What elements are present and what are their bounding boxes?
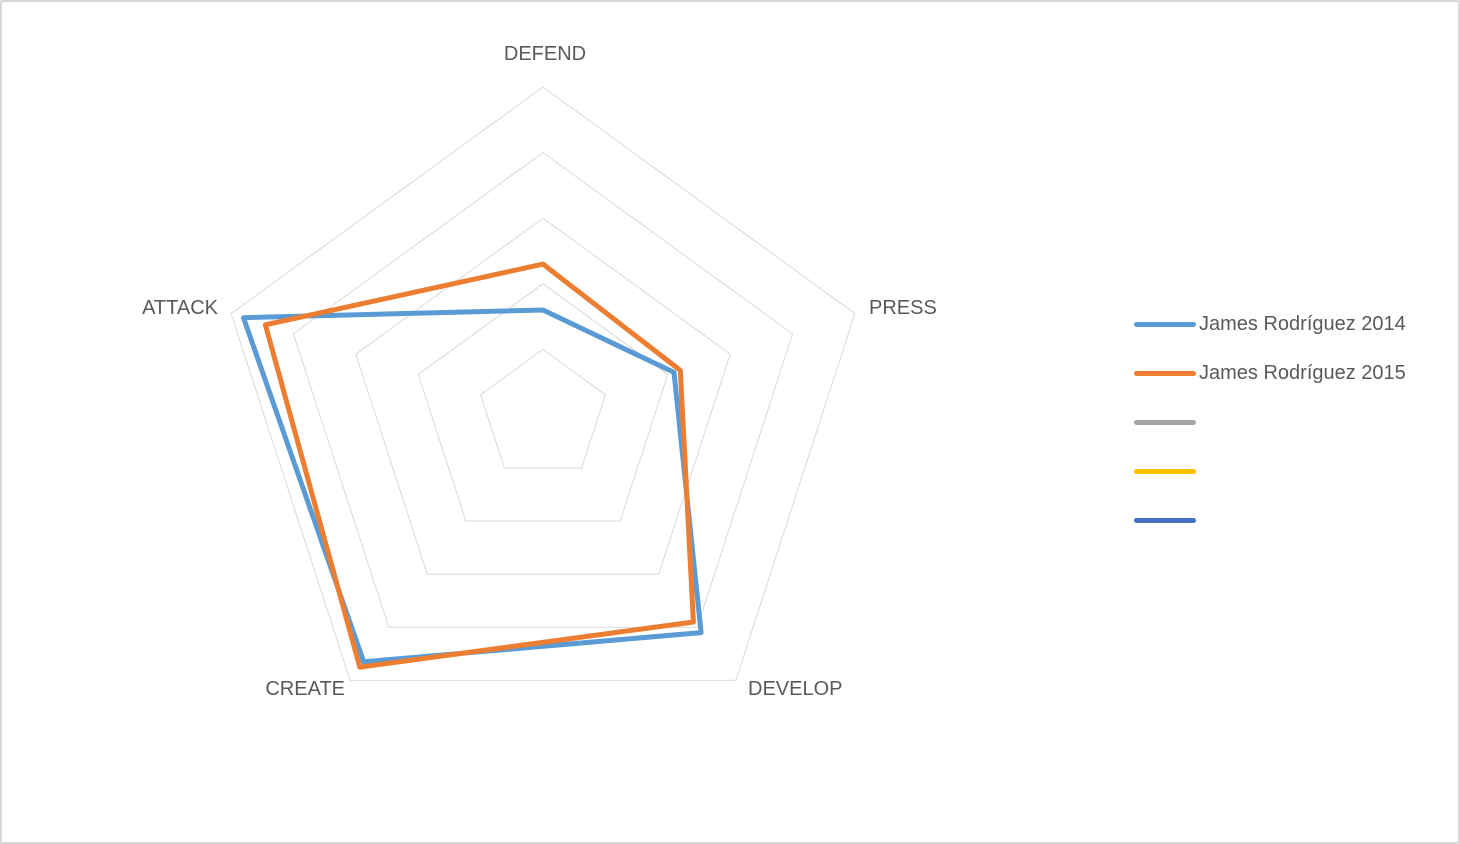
grid-rings [230, 86, 856, 681]
legend-swatch-series-2 [1134, 371, 1196, 376]
grid-ring [480, 348, 606, 469]
axis-label-press: PRESS [869, 297, 937, 319]
grid-ring [230, 86, 856, 681]
axis-label-defend: DEFEND [504, 43, 586, 65]
legend-label-series-2: James Rodríguez 2015 [1199, 362, 1406, 384]
axis-labels: DEFEND PRESS DEVELOP CREATE ATTACK [142, 43, 937, 700]
legend-swatch-series-1 [1134, 322, 1196, 327]
legend-item [1134, 398, 1406, 447]
legend-swatch-series-5 [1134, 518, 1196, 523]
legend-item: James Rodríguez 2014 [1134, 300, 1406, 349]
legend-item [1134, 496, 1406, 545]
axis-label-attack: ATTACK [142, 297, 219, 319]
legend-swatch-series-4 [1134, 469, 1196, 474]
axis-label-create: CREATE [265, 678, 345, 700]
legend-label-series-1: James Rodríguez 2014 [1199, 313, 1406, 335]
legend-item [1134, 447, 1406, 496]
grid-ring [292, 151, 794, 628]
legend-item: James Rodríguez 2015 [1134, 349, 1406, 398]
series-polygon-2 [262, 261, 696, 670]
legend: James Rodríguez 2014 James Rodríguez 201… [1134, 300, 1406, 545]
axis-label-develop: DEVELOP [748, 678, 842, 700]
legend-swatch-series-3 [1134, 420, 1196, 425]
grid-ring [355, 217, 731, 575]
data-series [241, 261, 704, 670]
grid-ring [417, 283, 669, 522]
